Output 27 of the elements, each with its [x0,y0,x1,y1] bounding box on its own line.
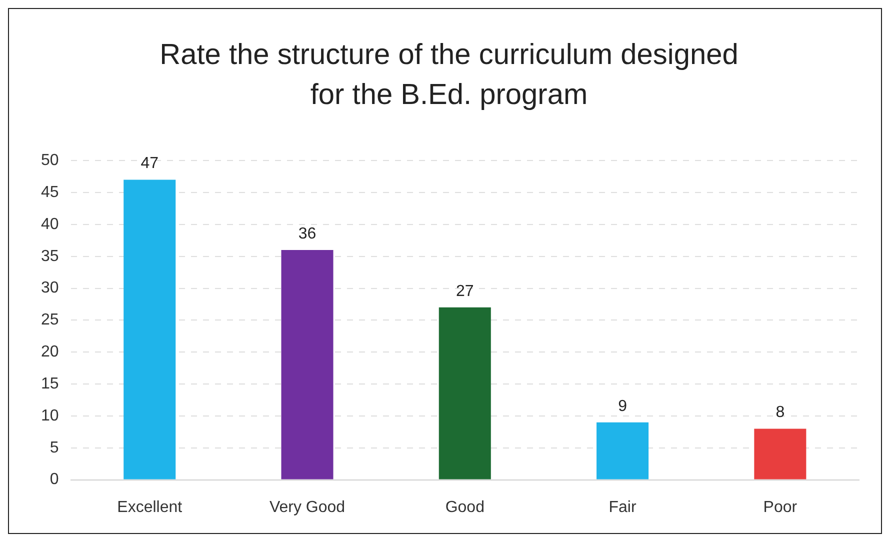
x-tick-label: Fair [608,498,637,516]
y-tick-label: 35 [41,248,59,265]
y-tick-label: 0 [50,471,59,488]
data-label: 47 [140,155,159,172]
bar [596,422,649,480]
x-tick-label: Excellent [117,498,183,516]
y-tick-label: 5 [50,439,59,456]
y-tick-label: 25 [41,312,59,329]
y-tick-label: 40 [41,216,59,233]
x-tick-label: Very Good [269,498,346,516]
y-tick-label: 45 [41,184,59,201]
y-tick-label: 10 [41,407,59,424]
x-tick-label: Good [445,498,484,516]
x-tick-label: Poor [763,498,798,516]
chart-title: Rate the structure of the curriculum designed for the B.Ed. program [159,38,739,113]
data-label: 8 [776,404,785,422]
y-tick-label: 20 [41,344,59,361]
y-tick-label: 50 [41,152,59,170]
bar [281,250,334,480]
bar [438,307,491,480]
data-label: 36 [298,225,316,242]
y-tick-label: 30 [41,280,59,297]
data-label: 27 [456,282,474,300]
bar [124,180,176,480]
y-tick-label: 15 [41,375,59,392]
bar [754,428,806,480]
data-label: 9 [618,398,628,415]
